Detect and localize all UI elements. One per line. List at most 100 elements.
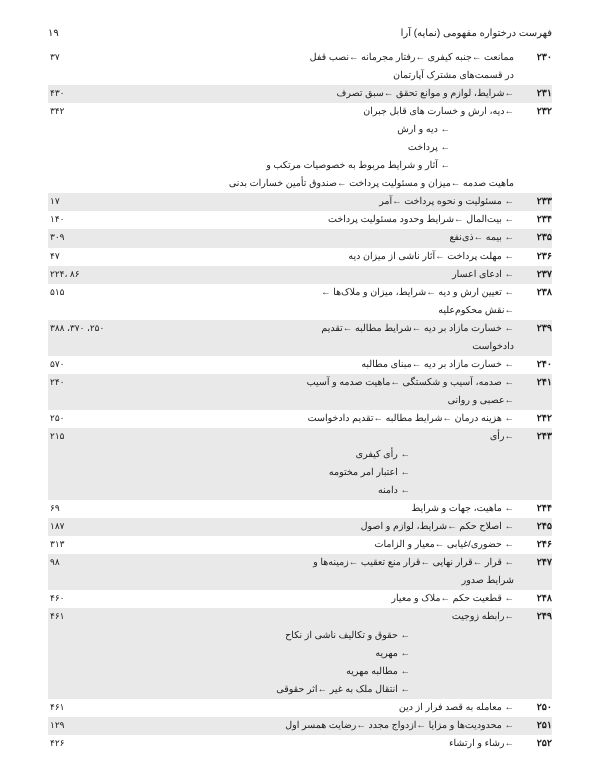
entry-text: ← مسئولیت و نحوه پرداخت ←آمر: [78, 193, 520, 211]
entry-text: ←رشاء و ارتشاء: [78, 735, 520, 753]
index-row: ۲۴۳←رأی۲۱۵: [48, 428, 552, 446]
entry-number: ۲۴۹: [520, 608, 552, 626]
entry-text: ← حقوق و تکالیف ناشی از نکاح: [78, 627, 520, 645]
index-row: ۲۴۸← قطعیت حکم ←ملاک و معیار۴۶۰: [48, 590, 552, 608]
entry-text: ← دیه و ارش: [78, 121, 520, 139]
entry-text: ← مهلت پرداخت ←آثار ناشی از میزان دیه: [78, 248, 520, 266]
entry-page-ref: ۲۵۰، ۳۷۰، ۳۸۸: [48, 320, 104, 337]
entry-number: ۲۳۷: [520, 266, 552, 284]
index-row: ← مهریه: [48, 645, 552, 663]
index-row: ۲۵۲←رشاء و ارتشاء۴۲۶: [48, 735, 552, 753]
index-row: ← دیه و ارش: [48, 121, 552, 139]
index-row: ←عصبی و روانی: [48, 392, 552, 410]
entry-number: ۲۵۱: [520, 717, 552, 735]
entry-text: ← حضوری/غیابی ←معیار و الزامات: [78, 536, 520, 554]
index-row: ← دامنه: [48, 482, 552, 500]
entry-text: ←رأی: [78, 428, 520, 446]
index-row: ۲۴۵← اصلاح حکم ←شرایط، لوازم و اصول۱۸۷: [48, 518, 552, 536]
entry-text: ← مهریه: [78, 645, 520, 663]
entry-text: ← ادعای اعسار: [80, 266, 520, 284]
index-row: ۲۳۷← ادعای اعسار۸۶ ،۲۲۴: [48, 266, 552, 284]
index-row: ۲۵۱← محدودیت‌ها و مزایا ←ازدواج مجدد ←رض…: [48, 717, 552, 735]
entry-text: ماهیت صدمه ←میزان و مسئولیت پرداخت ←صندو…: [78, 175, 520, 193]
entry-text: ←رابطه زوجیت: [78, 608, 520, 626]
entry-number: ۲۴۷: [520, 554, 552, 572]
index-row: ۲۳۶← مهلت پرداخت ←آثار ناشی از میزان دیه…: [48, 248, 552, 266]
index-row: ۲۳۰ممانعت ←جنبه کیفری ←رفتار مجرمانه ←نص…: [48, 49, 552, 67]
index-row: ۲۴۷← قرار ←قرار نهایی ←قرار منع تعقیب ←ز…: [48, 554, 552, 572]
entry-number: ۲۴۰: [520, 356, 552, 374]
entry-text: ←نقش محکوم‌علیه: [78, 302, 520, 320]
entry-text: ← معامله به قصد فرار از دین: [78, 699, 520, 717]
index-row: ۲۴۹←رابطه زوجیت۴۶۱: [48, 608, 552, 626]
index-row: ← حقوق و تکالیف ناشی از نکاح: [48, 627, 552, 645]
entry-text: ← قرار ←قرار نهایی ←قرار منع تعقیب ←زمین…: [78, 554, 520, 572]
entry-text: ← دامنه: [78, 482, 520, 500]
index-row: ← پرداخت: [48, 139, 552, 157]
entry-page-ref: ۳۴۲: [48, 103, 78, 120]
entry-text: ←دیه، ارش و خسارت های قابل جبران: [78, 103, 520, 121]
index-row: ۲۳۸← تعیین ارش و دیه ←شرایط، میزان و ملا…: [48, 284, 552, 302]
index-row: ۲۳۲←دیه، ارش و خسارت های قابل جبران۳۴۲: [48, 103, 552, 121]
entry-number: ۲۴۴: [520, 500, 552, 518]
entry-text: ← آثار و شرایط مربوط به خصوصیات مرتکب و: [78, 157, 520, 175]
entry-page-ref: ۱۷: [48, 193, 78, 210]
index-row: ←نقش محکوم‌علیه: [48, 302, 552, 320]
entry-text: ← صدمه، آسیب و شکستگی ←ماهیت صدمه و آسیب: [78, 374, 520, 392]
entry-page-ref: ۳۷: [48, 49, 78, 66]
entry-number: ۲۴۱: [520, 374, 552, 392]
entry-page-ref: ۱۲۹: [48, 717, 78, 734]
index-row: ۲۳۹← خسارت مازاد بر دیه ←شرایط مطالبه ←ت…: [48, 320, 552, 338]
entry-page-ref: ۴۷: [48, 248, 78, 265]
entry-text: ← تعیین ارش و دیه ←شرایط، میزان و ملاک‌ه…: [78, 284, 520, 302]
entry-text: شرایط صدور: [78, 572, 520, 590]
entry-page-ref: ۲۱۵: [48, 428, 78, 445]
index-row: ← اعتبار امر مختومه: [48, 464, 552, 482]
entry-text: ← رأی کیفری: [78, 446, 520, 464]
index-row: ۲۳۳← مسئولیت و نحوه پرداخت ←آمر۱۷: [48, 193, 552, 211]
entry-number: ۲۳۲: [520, 103, 552, 121]
entry-number: ۲۳۱: [520, 85, 552, 103]
index-row: ← آثار و شرایط مربوط به خصوصیات مرتکب و: [48, 157, 552, 175]
entry-page-ref: ۳۰۹: [48, 229, 78, 246]
index-row: ۲۴۲← هزینه درمان ←شرایط مطالبه ←تقدیم دا…: [48, 410, 552, 428]
page-number: ۱۹: [48, 28, 59, 39]
index-row: دادخواست: [48, 338, 552, 356]
entry-page-ref: ۶۹: [48, 500, 78, 517]
entry-number: ۲۳۹: [520, 320, 552, 338]
entry-number: ۲۴۸: [520, 590, 552, 608]
entry-page-ref: ۱۴۰: [48, 211, 78, 228]
entry-page-ref: ۹۸: [48, 554, 78, 571]
entry-text: ←شرایط، لوازم و موانع تحقق ←سبق تصرف: [78, 85, 520, 103]
entry-page-ref: ۲۴۰: [48, 374, 78, 391]
entry-text: ← اصلاح حکم ←شرایط، لوازم و اصول: [78, 518, 520, 536]
index-title: فهرست درختواره مفهومی (نمایه) آرا: [401, 28, 552, 39]
entry-page-ref: ۴۲۶: [48, 735, 78, 752]
entry-page-ref: ۵۷۰: [48, 356, 78, 373]
index-row: در قسمت‌های مشترک آپارتمان: [48, 67, 552, 85]
index-row: ۲۳۴← بیت‌المال ←شرایط وحدود مسئولیت پردا…: [48, 211, 552, 229]
entry-number: ۲۵۰: [520, 699, 552, 717]
index-row: ← رأی کیفری: [48, 446, 552, 464]
index-row: ← انتقال ملک به غیر ←اثر حقوقی: [48, 681, 552, 699]
index-row: ← مطالبه مهریه: [48, 663, 552, 681]
entry-text: ← پرداخت: [78, 139, 520, 157]
entry-page-ref: ۸۶ ،۲۲۴: [48, 266, 80, 283]
index-row: ۲۴۰← خسارت مازاد بر دیه ←مبنای مطالبه۵۷۰: [48, 356, 552, 374]
entry-text: ← خسارت مازاد بر دیه ←شرایط مطالبه ←تقدی…: [104, 320, 520, 338]
entry-number: ۲۳۴: [520, 211, 552, 229]
entry-text: ← خسارت مازاد بر دیه ←مبنای مطالبه: [78, 356, 520, 374]
index-row: ماهیت صدمه ←میزان و مسئولیت پرداخت ←صندو…: [48, 175, 552, 193]
index-body: ۲۳۰ممانعت ←جنبه کیفری ←رفتار مجرمانه ←نص…: [48, 49, 552, 753]
index-row: ۲۳۱←شرایط، لوازم و موانع تحقق ←سبق تصرف۴…: [48, 85, 552, 103]
entry-number: ۲۴۲: [520, 410, 552, 428]
entry-number: ۲۳۳: [520, 193, 552, 211]
index-row: ۲۴۴← ماهیت، جهات و شرایط۶۹: [48, 500, 552, 518]
entry-text: ← مطالبه مهریه: [78, 663, 520, 681]
entry-text: ← بیمه ←ذی‌نفع: [78, 229, 520, 247]
entry-text: ← بیت‌المال ←شرایط وحدود مسئولیت پرداخت: [78, 211, 520, 229]
entry-page-ref: ۴۶۱: [48, 699, 78, 716]
index-row: ۲۴۶← حضوری/غیابی ←معیار و الزامات۳۱۳: [48, 536, 552, 554]
index-row: ۲۵۰← معامله به قصد فرار از دین۴۶۱: [48, 699, 552, 717]
entry-text: ← ماهیت، جهات و شرایط: [78, 500, 520, 518]
